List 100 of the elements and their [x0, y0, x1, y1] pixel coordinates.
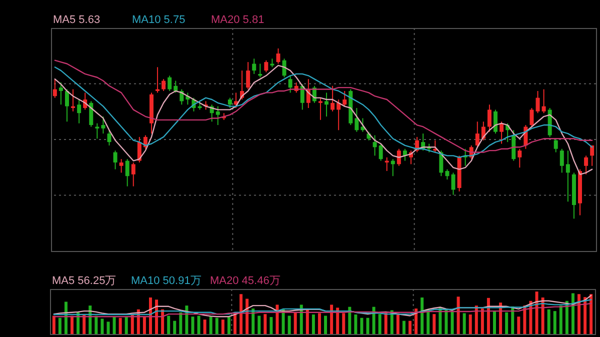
- bar: [432, 314, 436, 334]
- bar: [82, 314, 86, 334]
- bar: [426, 309, 430, 334]
- candlestick: [530, 108, 534, 128]
- bar: [348, 306, 352, 334]
- bar: [294, 312, 297, 334]
- candlestick: [475, 121, 480, 148]
- candlestick: [445, 168, 450, 180]
- candlestick: [64, 88, 69, 122]
- bar: [76, 312, 80, 334]
- text: MA5 5.63: [53, 14, 100, 26]
- bar: [571, 293, 574, 334]
- candlestick: [324, 92, 329, 118]
- bar: [203, 320, 206, 334]
- candlestick: [288, 75, 292, 94]
- candlestick: [536, 90, 540, 114]
- text: MA10 5.75: [132, 14, 186, 26]
- bar: [547, 309, 550, 334]
- bar: [70, 316, 74, 334]
- bar: [354, 314, 358, 334]
- bar: [324, 316, 328, 334]
- candlestick: [584, 155, 588, 175]
- candlestick: [330, 85, 335, 112]
- candlestick: [107, 130, 112, 146]
- bar: [517, 316, 520, 334]
- bar: [420, 297, 424, 334]
- text: MA10 50.91万: [131, 275, 202, 287]
- bar: [167, 316, 170, 334]
- candlestick: [318, 97, 322, 120]
- candlestick: [487, 104, 492, 132]
- bar: [258, 316, 261, 334]
- candlestick: [168, 75, 172, 92]
- candlestick: [252, 58, 256, 74]
- candlestick: [500, 121, 504, 144]
- bar: [414, 308, 418, 334]
- bar: [480, 308, 484, 334]
- candlestick: [52, 78, 57, 98]
- bar: [505, 312, 508, 334]
- bar: [396, 313, 400, 334]
- candlestick: [494, 109, 498, 134]
- bar: [288, 316, 291, 334]
- bar: [312, 314, 315, 334]
- candlestick: [174, 80, 178, 94]
- candlestick: [372, 134, 377, 156]
- bar: [366, 318, 370, 334]
- bar: [221, 320, 224, 334]
- candlestick: [560, 148, 564, 174]
- bar: [486, 298, 490, 334]
- candlestick: [77, 98, 82, 124]
- candlestick: [246, 62, 250, 90]
- bar: [535, 292, 538, 334]
- bar: [227, 317, 230, 334]
- candlestick: [119, 158, 124, 174]
- candlestick: [89, 100, 94, 128]
- bar: [58, 318, 62, 334]
- candlestick: [342, 90, 347, 107]
- bar: [112, 316, 116, 334]
- bar: [559, 306, 562, 334]
- bar: [402, 320, 406, 334]
- candlestick: [264, 60, 268, 73]
- bar: [511, 306, 514, 334]
- bar: [106, 322, 110, 334]
- bar: [468, 314, 472, 334]
- candlestick: [228, 97, 232, 109]
- bar: [100, 318, 104, 334]
- candlestick: [131, 162, 136, 187]
- bar: [378, 314, 382, 334]
- candlestick: [101, 116, 106, 134]
- bar: [342, 313, 346, 334]
- bar: [590, 294, 593, 334]
- candlestick: [276, 48, 280, 64]
- bar: [584, 297, 587, 334]
- bar: [191, 316, 194, 334]
- bar: [155, 300, 158, 334]
- bar: [276, 304, 279, 334]
- candlestick: [542, 88, 546, 114]
- bar: [52, 316, 56, 334]
- bar: [142, 316, 146, 334]
- bar: [456, 296, 460, 334]
- bar: [209, 316, 212, 334]
- bar: [240, 294, 243, 334]
- bar: [197, 316, 200, 334]
- bar: [318, 313, 321, 334]
- text: MA5 56.25万: [52, 275, 116, 287]
- candlestick: [512, 130, 516, 162]
- bar: [330, 304, 334, 334]
- bar: [444, 309, 448, 334]
- candlestick: [360, 118, 365, 132]
- bar: [118, 318, 122, 334]
- bar: [474, 306, 478, 334]
- bar: [462, 313, 466, 334]
- candlestick: [113, 150, 118, 170]
- candlestick: [125, 158, 130, 187]
- bar: [148, 297, 152, 334]
- text: MA20 5.81: [211, 14, 264, 26]
- candlestick: [518, 148, 522, 168]
- candlestick: [354, 108, 359, 132]
- bar: [179, 312, 182, 334]
- candlestick: [378, 143, 383, 162]
- bar: [173, 320, 176, 334]
